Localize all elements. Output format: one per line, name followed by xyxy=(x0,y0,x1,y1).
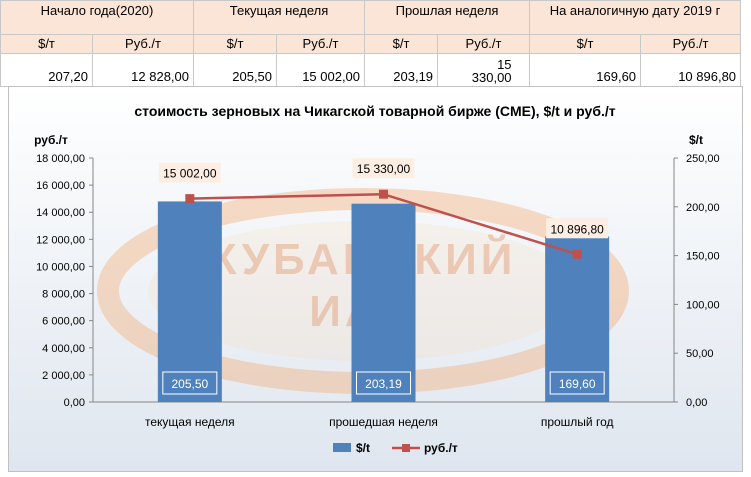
group-same-date-2019: На аналогичную дату 2019 г xyxy=(529,0,742,35)
legend: $/t руб./т xyxy=(333,441,458,455)
unit-rub: Руб./т xyxy=(640,34,742,54)
left-tick-label: 8 000,00 xyxy=(42,289,85,301)
unit-usd: $/т xyxy=(529,34,642,54)
right-tick-label: 0,00 xyxy=(686,397,707,409)
group-start-of-year: Начало года(2020) xyxy=(0,0,195,35)
bar-label-box xyxy=(356,371,411,395)
line-series: 15 002,00 15 330,00 10 896,80 xyxy=(158,158,609,259)
right-tick-label: 150,00 xyxy=(686,251,720,263)
left-tick-label: 18 000,00 xyxy=(36,153,85,165)
bar-data-label: 203,19 xyxy=(365,377,402,391)
x-axis-ticks: текущая неделя прошедшая неделя прошлый го… xyxy=(145,415,613,429)
line-data-label: 15 002,00 xyxy=(163,167,217,181)
unit-rub: Руб./т xyxy=(91,34,195,54)
legend-label-rub: руб./т xyxy=(424,441,458,455)
chart: КУБАНСКИЙ ИАЦ стоимость зерновых на Чика… xyxy=(8,86,743,472)
unit-usd: $/т xyxy=(364,34,439,54)
table-values-row: 207,20 12 828,00 205,50 15 002,00 203,19… xyxy=(0,53,742,87)
value-cell: 169,60 xyxy=(529,53,642,87)
value-wrapped: 15 330,00 xyxy=(471,57,512,85)
line-point xyxy=(185,194,195,204)
left-tick-label: 14 000,00 xyxy=(36,207,85,219)
value-cell: 10 896,80 xyxy=(640,53,742,87)
group-previous-week: Прошлая неделя xyxy=(364,0,531,35)
chart-container: КУБАНСКИЙ ИАЦ стоимость зерновых на Чика… xyxy=(8,86,743,472)
value-cell: 207,20 xyxy=(0,53,93,87)
right-tick-label: 50,00 xyxy=(686,348,714,360)
group-current-week: Текущая неделя xyxy=(193,0,366,35)
line-label-box xyxy=(352,158,415,179)
legend-label-usd: $/t xyxy=(356,441,370,455)
bar xyxy=(157,201,222,402)
table-units-row: $/т Руб./т $/т Руб./т $/т Руб./т $/т Руб… xyxy=(0,34,742,54)
bar-series: 205,50 203,19 169,60 xyxy=(157,201,610,402)
left-tick-label: 16 000,00 xyxy=(36,180,85,192)
right-axis-label: $/t xyxy=(689,133,703,147)
unit-usd: $/т xyxy=(193,34,278,54)
line-label-box xyxy=(546,218,609,239)
right-tick-label: 100,00 xyxy=(686,299,720,311)
chart-title: стоимость зерновых на Чикагской товарной… xyxy=(134,103,615,119)
right-tick-label: 250,00 xyxy=(686,153,720,165)
bar-label-box xyxy=(162,371,218,395)
left-tick-label: 2 000,00 xyxy=(42,370,85,382)
category-label: прошедшая неделя xyxy=(329,415,438,429)
value-cell: 12 828,00 xyxy=(91,53,195,87)
bar xyxy=(351,203,416,402)
line-data-label: 15 330,00 xyxy=(357,162,411,176)
bar-data-label: 205,50 xyxy=(171,377,208,391)
bar-label-box xyxy=(549,371,605,395)
price-table: Начало года(2020) Текущая неделя Прошлая… xyxy=(0,0,742,87)
line-label-box xyxy=(158,162,221,183)
left-tick-label: 6 000,00 xyxy=(42,316,85,328)
left-tick-label: 4 000,00 xyxy=(42,343,85,355)
left-axis-ticks: 0,00 2 000,00 4 000,00 6 000,00 8 000,00 10 0… xyxy=(36,153,93,409)
line-point xyxy=(572,249,582,259)
left-tick-label: 12 000,00 xyxy=(36,234,85,246)
line-point xyxy=(379,189,388,199)
unit-rub: Руб./т xyxy=(276,34,366,54)
unit-usd: $/т xyxy=(0,34,93,54)
unit-rub: Руб./т xyxy=(437,34,531,54)
category-label: текущая неделя xyxy=(145,415,235,429)
legend-marker-rub xyxy=(402,444,410,452)
line-data-label: 10 896,80 xyxy=(550,222,604,236)
right-axis-ticks: 0,00 50,00 100,00 150,00 200,00 250,00 xyxy=(674,153,720,409)
left-tick-label: 10 000,00 xyxy=(36,261,85,273)
table-group-row: Начало года(2020) Текущая неделя Прошлая… xyxy=(0,0,742,35)
value-cell: 15 330,00 xyxy=(437,53,531,87)
value-cell: 15 002,00 xyxy=(276,53,366,87)
left-axis-label: руб./т xyxy=(34,133,68,147)
category-label: прошлый год xyxy=(541,415,614,429)
value-cell: 205,50 xyxy=(193,53,278,87)
left-tick-label: 0,00 xyxy=(64,397,85,409)
bar-data-label: 169,60 xyxy=(559,377,596,391)
legend-swatch-usd xyxy=(333,443,351,452)
right-tick-label: 200,00 xyxy=(686,202,720,214)
value-cell: 203,19 xyxy=(364,53,439,87)
